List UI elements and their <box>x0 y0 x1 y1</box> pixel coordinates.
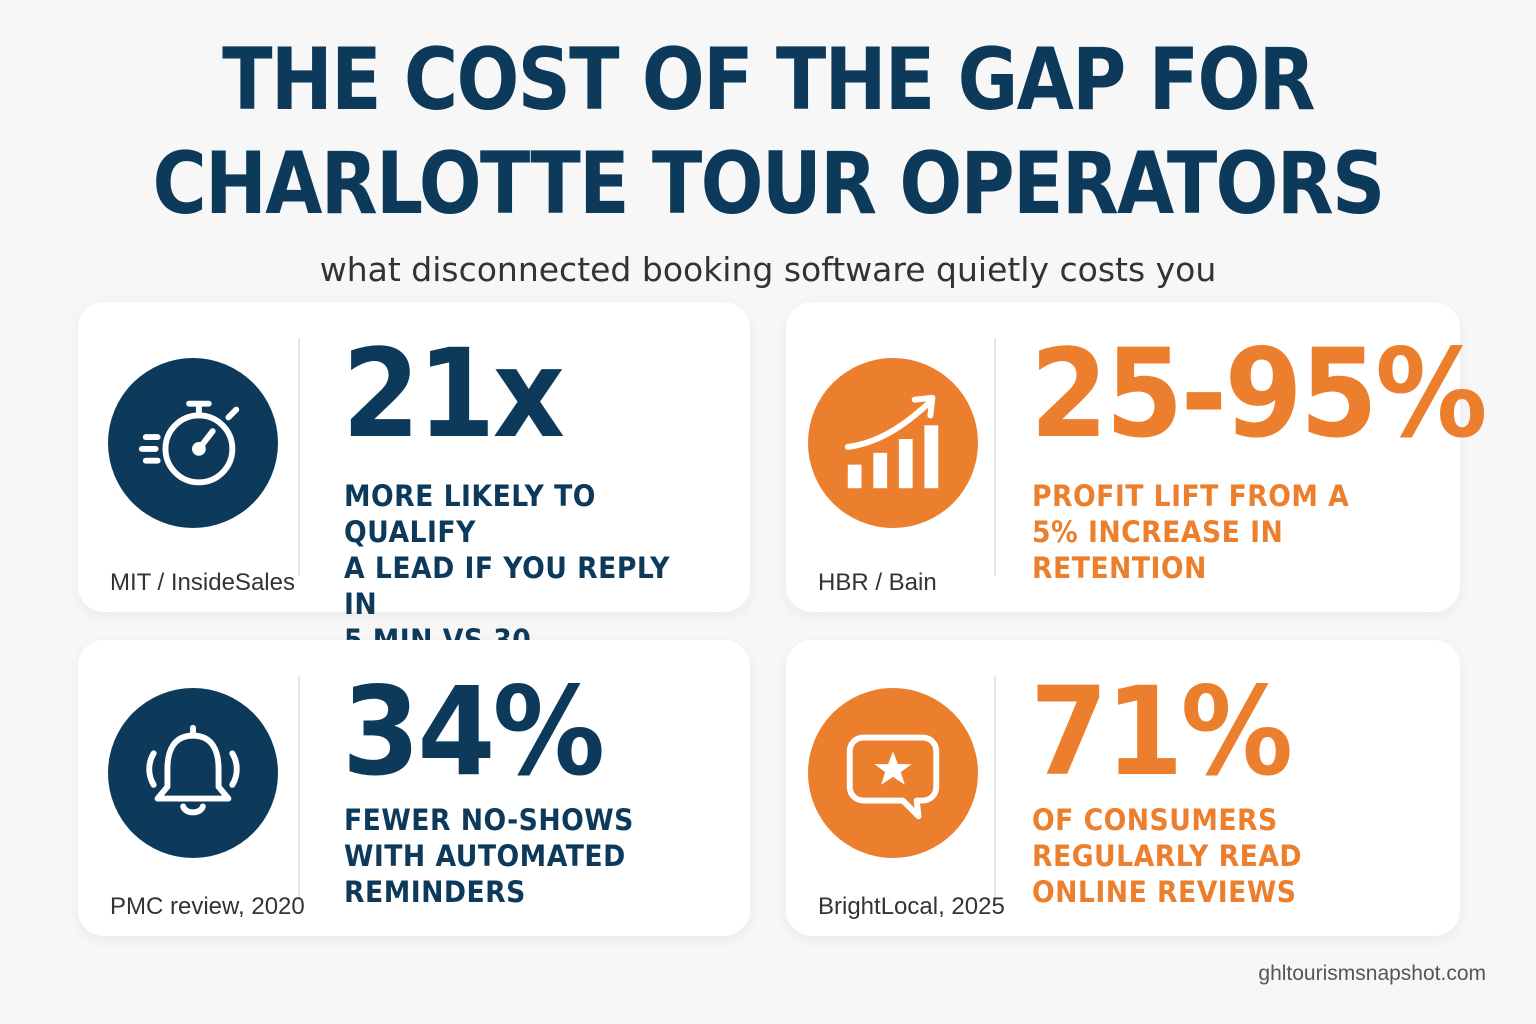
stat-description: OF CONSUMERS REGULARLY READ ONLINE REVIE… <box>1032 802 1382 910</box>
description-line: FEWER NO-SHOWS <box>344 803 634 837</box>
stat-value: 21x <box>342 323 565 465</box>
description-line: REMINDERS <box>344 875 526 909</box>
bell-icon <box>108 688 278 858</box>
page-subtitle: what disconnected booking software quiet… <box>319 250 1217 289</box>
stat-value: 25-95% <box>1030 323 1488 465</box>
footer-website: ghltourismsnapshot.com <box>1258 962 1486 985</box>
description-line: PROFIT LIFT FROM A <box>1032 479 1350 513</box>
description-line: ONLINE REVIEWS <box>1032 875 1297 909</box>
description-line: A LEAD IF YOU REPLY IN <box>344 551 670 621</box>
description-line: REGULARLY READ <box>1032 839 1302 873</box>
stat-card-retention-profit: 25-95% PROFIT LIFT FROM A 5% INCREASE IN… <box>786 302 1488 612</box>
description-line: RETENTION <box>1032 551 1207 585</box>
stopwatch-icon <box>108 358 278 528</box>
title-line-2: CHARLOTTE TOUR OPERATORS <box>152 134 1385 234</box>
stat-source: PMC review, 2020 <box>110 893 305 920</box>
stat-value: 71% <box>1030 661 1293 803</box>
stat-source: HBR / Bain <box>818 569 937 596</box>
stat-description: FEWER NO-SHOWS WITH AUTOMATED REMINDERS <box>344 802 694 910</box>
title-line-1: THE COST OF THE GAP FOR <box>222 30 1315 130</box>
stat-value: 34% <box>342 661 605 803</box>
review-star-bubble-icon <box>808 688 978 858</box>
stat-card-no-shows: 34% FEWER NO-SHOWS WITH AUTOMATED REMIND… <box>78 640 750 936</box>
stat-source: MIT / InsideSales <box>110 569 295 596</box>
growth-chart-icon <box>808 358 978 528</box>
card-divider <box>298 676 300 900</box>
stat-card-online-reviews: 71% OF CONSUMERS REGULARLY READ ONLINE R… <box>786 640 1460 936</box>
description-line: 5% INCREASE IN <box>1032 515 1284 549</box>
stat-description: MORE LIKELY TO QUALIFY A LEAD IF YOU REP… <box>344 478 694 658</box>
card-divider <box>994 338 996 576</box>
card-divider <box>994 676 996 900</box>
description-line: OF CONSUMERS <box>1032 803 1278 837</box>
stat-description: PROFIT LIFT FROM A 5% INCREASE IN RETENT… <box>1032 478 1382 586</box>
page-title: THE COST OF THE GAP FOR CHARLOTTE TOUR O… <box>108 28 1429 236</box>
description-line: MORE LIKELY TO QUALIFY <box>344 479 596 549</box>
stat-source: BrightLocal, 2025 <box>818 893 1005 920</box>
stat-card-lead-response: 21x MORE LIKELY TO QUALIFY A LEAD IF YOU… <box>78 302 750 657</box>
description-line: WITH AUTOMATED <box>344 839 626 873</box>
card-divider <box>298 338 300 576</box>
